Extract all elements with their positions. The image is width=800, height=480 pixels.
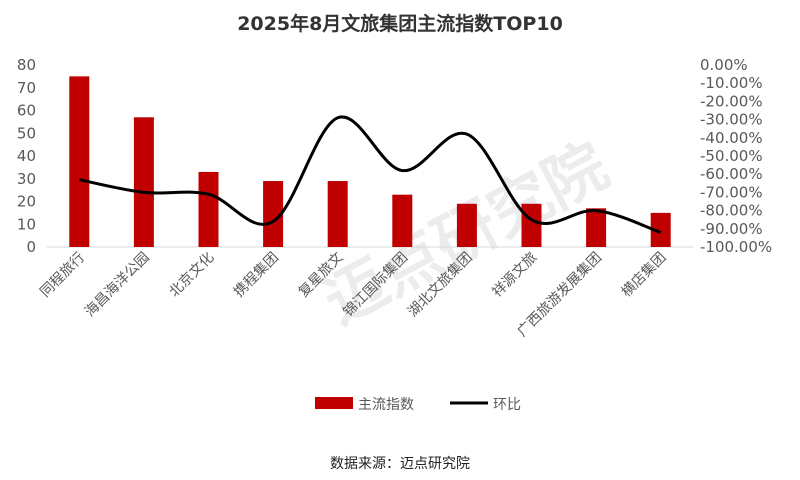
left-tick-label: 50	[17, 124, 36, 142]
right-tick-label: -60.00%	[700, 165, 763, 183]
right-tick-label: -30.00%	[700, 111, 763, 129]
bar-series	[69, 76, 671, 247]
category-label: 携程集团	[230, 249, 282, 301]
right-tick-label: -10.00%	[700, 74, 763, 92]
bar	[327, 181, 348, 247]
right-tick-label: -50.00%	[700, 147, 763, 165]
chart-title: 2025年8月文旅集团主流指数TOP10	[237, 12, 563, 35]
right-tick-label: -100.00%	[700, 238, 772, 256]
source-note: 数据来源：迈点研究院	[330, 456, 470, 472]
bar	[456, 203, 477, 247]
bar	[198, 171, 219, 247]
left-tick-label: 20	[17, 193, 36, 211]
legend-swatch-bar	[315, 397, 353, 409]
bar	[586, 208, 607, 247]
right-tick-label: -90.00%	[700, 220, 763, 238]
bar	[133, 117, 154, 247]
right-tick-label: -80.00%	[700, 202, 763, 220]
line-series	[79, 115, 662, 234]
bar	[69, 76, 90, 247]
category-label: 同程旅行	[37, 250, 88, 301]
left-axis: 0 10 20 30 40 50 60 70 80	[17, 56, 36, 256]
legend-label-line: 环比	[493, 397, 521, 413]
left-tick-label: 60	[17, 102, 36, 120]
legend-label-bar: 主流指数	[358, 397, 414, 413]
bar	[650, 212, 671, 247]
left-tick-label: 80	[17, 56, 36, 74]
right-tick-label: -70.00%	[700, 183, 763, 201]
legend: 主流指数 环比	[315, 397, 521, 413]
right-tick-label: -40.00%	[700, 129, 763, 147]
right-tick-label: -20.00%	[700, 92, 763, 110]
bar	[521, 203, 542, 247]
left-tick-label: 70	[17, 79, 36, 97]
category-label: 横店集团	[618, 249, 670, 301]
right-axis: 0.00%-10.00%-20.00%-30.00%-40.00%-50.00%…	[700, 56, 772, 256]
right-tick-label: 0.00%	[700, 56, 748, 74]
left-tick-label: 40	[17, 147, 36, 165]
category-label: 北京文化	[166, 250, 217, 301]
bar	[263, 181, 284, 247]
left-tick-label: 30	[17, 170, 36, 188]
left-tick-label: 0	[26, 238, 36, 256]
category-label: 海昌海洋公园	[82, 250, 153, 321]
bar	[392, 194, 413, 247]
line-path	[79, 115, 662, 234]
left-tick-label: 10	[17, 215, 36, 233]
